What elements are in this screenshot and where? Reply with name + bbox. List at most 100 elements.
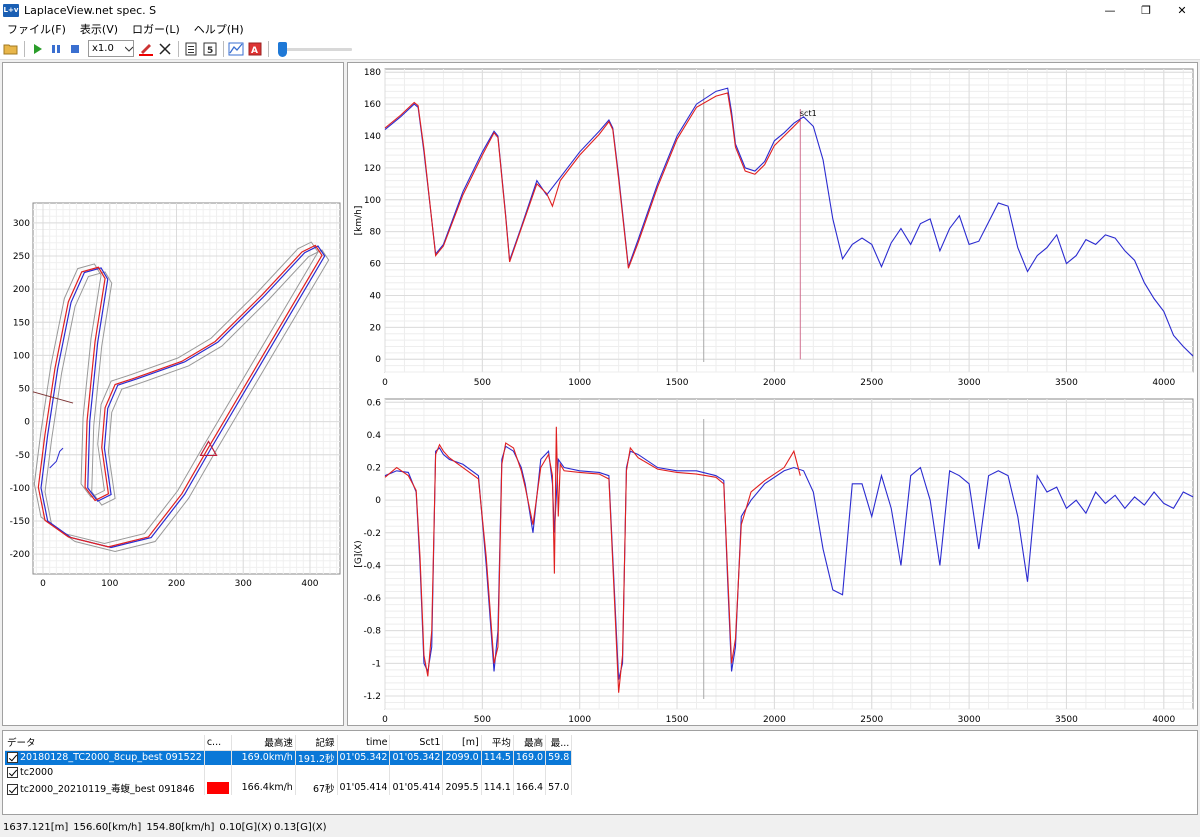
- row-color-cell[interactable]: [204, 750, 232, 765]
- x-tick-label: 0: [40, 579, 46, 589]
- x-tick-label: 1500: [666, 715, 689, 723]
- menu-logger[interactable]: ロガー(L): [132, 23, 180, 36]
- menu-help[interactable]: ヘルプ(H): [193, 23, 244, 36]
- row-checkbox[interactable]: [7, 752, 18, 764]
- minimize-button[interactable]: —: [1104, 3, 1116, 17]
- playback-speed-select[interactable]: x1.0: [88, 40, 134, 57]
- y-tick-label: 60: [370, 260, 382, 270]
- status-speed-1: 156.60[km/h]: [73, 821, 142, 833]
- x-tick-label: 3500: [1055, 378, 1078, 388]
- y-tick-label: 100: [364, 196, 381, 206]
- graph-button[interactable]: [227, 40, 245, 58]
- table-row[interactable]: tc2000_20210119_毒蝮_best 091846 166.4km/h…: [5, 780, 573, 795]
- g-force-chart[interactable]: 0 500 1000 1500 2000 2500 3000 3500 4000 0.6 0.4 0.…: [348, 393, 1197, 723]
- y-tick-label: 160: [364, 100, 381, 110]
- color-swatch[interactable]: [206, 781, 229, 794]
- blue-lap-line: [40, 245, 326, 549]
- pause-button[interactable]: [47, 40, 65, 58]
- y-tick-label: 120: [364, 164, 381, 174]
- table-row[interactable]: 20180128_TC2000_8cup_best 091522 169.0km…: [5, 750, 573, 765]
- line-color-button[interactable]: [137, 40, 155, 58]
- col-header-record[interactable]: 記録: [295, 735, 338, 751]
- row-checkbox[interactable]: [7, 783, 18, 795]
- x-tick-label: 300: [235, 579, 252, 589]
- row-sct1: [389, 765, 444, 780]
- y-tick-label: 20: [370, 323, 382, 333]
- y-tick-label: 200: [13, 285, 30, 295]
- y-tick-label: -50: [15, 451, 30, 461]
- track-map-chart[interactable]: 0 100 200 300 400 300 250 200 150 100 50 0 -50 -100 -1…: [3, 63, 343, 725]
- y-tick-label: 0.4: [367, 431, 382, 441]
- toolbar-separator: [268, 40, 269, 57]
- pause-icon: [52, 44, 60, 53]
- menu-view[interactable]: 表示(V): [79, 23, 119, 36]
- slider-thumb[interactable]: [278, 41, 287, 57]
- y-tick-label: 0: [24, 418, 30, 428]
- row-color-cell[interactable]: [204, 780, 232, 795]
- row-color-cell[interactable]: [204, 765, 232, 780]
- x-tick-label: 4000: [1152, 715, 1175, 723]
- sector-button[interactable]: 5: [201, 40, 219, 58]
- menu-bar: ファイル(F) 表示(V) ロガー(L) ヘルプ(H): [0, 20, 1200, 38]
- table-row[interactable]: tc2000: [5, 765, 573, 780]
- row-average: 114.1: [481, 780, 514, 795]
- col-header-min[interactable]: 最...: [545, 735, 573, 751]
- x-tick-label: 500: [474, 378, 491, 388]
- x-tick-label: 1500: [666, 378, 689, 388]
- x-tick-label: 4000: [1152, 378, 1175, 388]
- data-list-button[interactable]: [182, 40, 200, 58]
- col-header-average[interactable]: 平均: [481, 735, 514, 751]
- track-map-panel: 0 100 200 300 400 300 250 200 150 100 50 0 -50 -100 -1…: [2, 62, 344, 726]
- status-bar: 1637.121[m] 156.60[km/h] 154.80[km/h] 0.…: [0, 817, 1200, 837]
- row-sct1: 01'05.414: [389, 780, 444, 795]
- row-checkbox[interactable]: [7, 767, 18, 778]
- playback-position-slider[interactable]: [278, 40, 354, 58]
- col-header-data[interactable]: データ: [5, 735, 205, 751]
- y-tick-label: 50: [19, 385, 31, 395]
- play-button[interactable]: [28, 40, 46, 58]
- col-header-max[interactable]: 最高: [513, 735, 547, 751]
- y-tick-label: 140: [364, 132, 381, 142]
- pit-lane-line: [49, 447, 64, 469]
- open-folder-button[interactable]: [2, 40, 20, 58]
- stop-button[interactable]: [66, 40, 84, 58]
- row-record: [295, 765, 338, 780]
- svg-text:5: 5: [207, 46, 213, 56]
- x-tick-label: 500: [474, 715, 491, 723]
- close-button[interactable]: ✕: [1177, 3, 1187, 17]
- col-header-time[interactable]: time: [337, 735, 391, 751]
- toolbar: x1.0 5 A: [0, 38, 1200, 60]
- menu-file[interactable]: ファイル(F): [7, 23, 66, 36]
- toolbar-separator: [223, 40, 224, 57]
- toolbar-separator: [178, 40, 179, 57]
- col-header-max-speed[interactable]: 最高速: [231, 735, 296, 751]
- car-position-marker: [199, 440, 218, 457]
- speed-chart[interactable]: 0 500 1000 1500 2000 2500 3000 3500 400018016014…: [348, 63, 1197, 393]
- chevron-down-icon: [125, 46, 133, 52]
- restore-button[interactable]: ❐: [1141, 3, 1151, 17]
- col-header-color[interactable]: c...: [204, 735, 232, 751]
- playback-speed-value: x1.0: [92, 43, 114, 54]
- col-header-distance[interactable]: [m]: [442, 735, 482, 751]
- row-max: 169.0: [513, 750, 547, 765]
- delete-button[interactable]: [156, 40, 174, 58]
- x-tick-label: 3500: [1055, 715, 1078, 723]
- plot-area: [384, 398, 1194, 710]
- pdf-export-button[interactable]: A: [246, 40, 264, 58]
- x-tick-label: 3000: [958, 378, 981, 388]
- x-tick-label: 200: [168, 579, 185, 589]
- row-name: tc2000_20210119_毒蝮_best 091846: [20, 783, 195, 795]
- lap-data-table: データ c... 最高速 記録 time Sct1 [m] 平均 最高 最...…: [5, 735, 573, 795]
- folder-icon: [3, 44, 18, 54]
- x-tick-label: 2000: [763, 378, 786, 388]
- x-tick-label: 2500: [860, 378, 883, 388]
- col-header-sct1[interactable]: Sct1: [389, 735, 444, 751]
- y-tick-label: 0.2: [367, 464, 381, 474]
- x-tick-label: 2500: [860, 715, 883, 723]
- y-tick-label: 40: [370, 291, 382, 301]
- slider-track: [282, 47, 352, 51]
- row-max-speed: [231, 765, 296, 780]
- row-name-cell: 20180128_TC2000_8cup_best 091522: [5, 750, 205, 765]
- svg-text:A: A: [251, 46, 258, 56]
- x-tick-label: 0: [382, 378, 388, 388]
